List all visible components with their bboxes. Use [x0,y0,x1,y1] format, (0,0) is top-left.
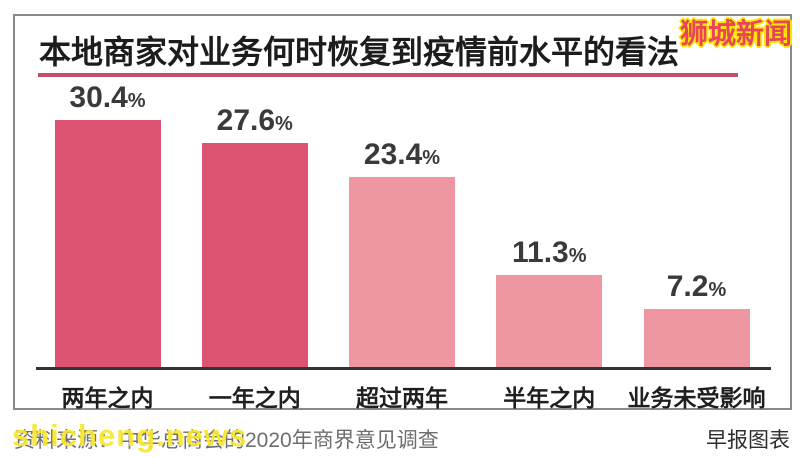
bar-5 [643,309,750,367]
bar-value-label: 23.4% [322,136,482,174]
chart-frame: 本地商家对业务何时恢复到疫情前水平的看法 30.4% 两年之内 27.6% 一年之内 2… [13,14,792,411]
value-unit: % [127,90,146,112]
bar-group-1: 30.4% 两年之内 [28,16,188,411]
value-unit: % [275,113,293,135]
value-number: 7.2 [666,270,709,303]
bar-2 [201,143,308,367]
bar-category-label: 超过两年 [356,385,448,411]
value-number: 11.3 [511,236,569,269]
watermark-shicheng-logo: 狮城新闻 [679,18,792,49]
bar-value-label: 30.4% [28,79,188,117]
bar-4 [496,275,603,367]
watermark-shicheng-news: shicheng.news [12,418,248,453]
bar-group-3: 23.4% 超过两年 [322,16,482,411]
title-underline [38,73,738,77]
bar-3 [349,177,455,367]
credit-note: 早报图表 [706,429,790,452]
value-unit: % [568,245,587,267]
value-number: 30.4 [69,81,128,114]
value-unit: % [422,147,441,169]
bar-category-label: 业务未受影响 [627,385,766,411]
bar-value-label: 7.2% [617,268,777,306]
bar-value-label: 27.6% [175,102,335,140]
bar-category-label: 两年之内 [61,385,154,411]
value-number: 23.4 [363,138,423,171]
bar-group-5: 7.2% 业务未受影响 [617,16,777,411]
bar-category-label: 半年之内 [503,385,596,411]
value-unit: % [708,279,727,301]
source-note: 资料来源：中华总商会的2020年商界意见调查 [14,429,439,452]
bar-value-label: 11.3% [469,234,629,272]
x-axis-line [36,367,771,370]
value-number: 27.6 [216,104,276,137]
bar-group-2: 27.6% 一年之内 [175,16,335,411]
bar-group-4: 11.3% 半年之内 [469,16,629,411]
bar-category-label: 一年之内 [208,385,301,411]
bar-1 [54,120,161,367]
bar-chart: 30.4% 两年之内 27.6% 一年之内 23.4% 超过两年 11.3% 半年之内 7.2%… [15,16,790,411]
chart-title: 本地商家对业务何时恢复到疫情前水平的看法 [39,34,680,70]
